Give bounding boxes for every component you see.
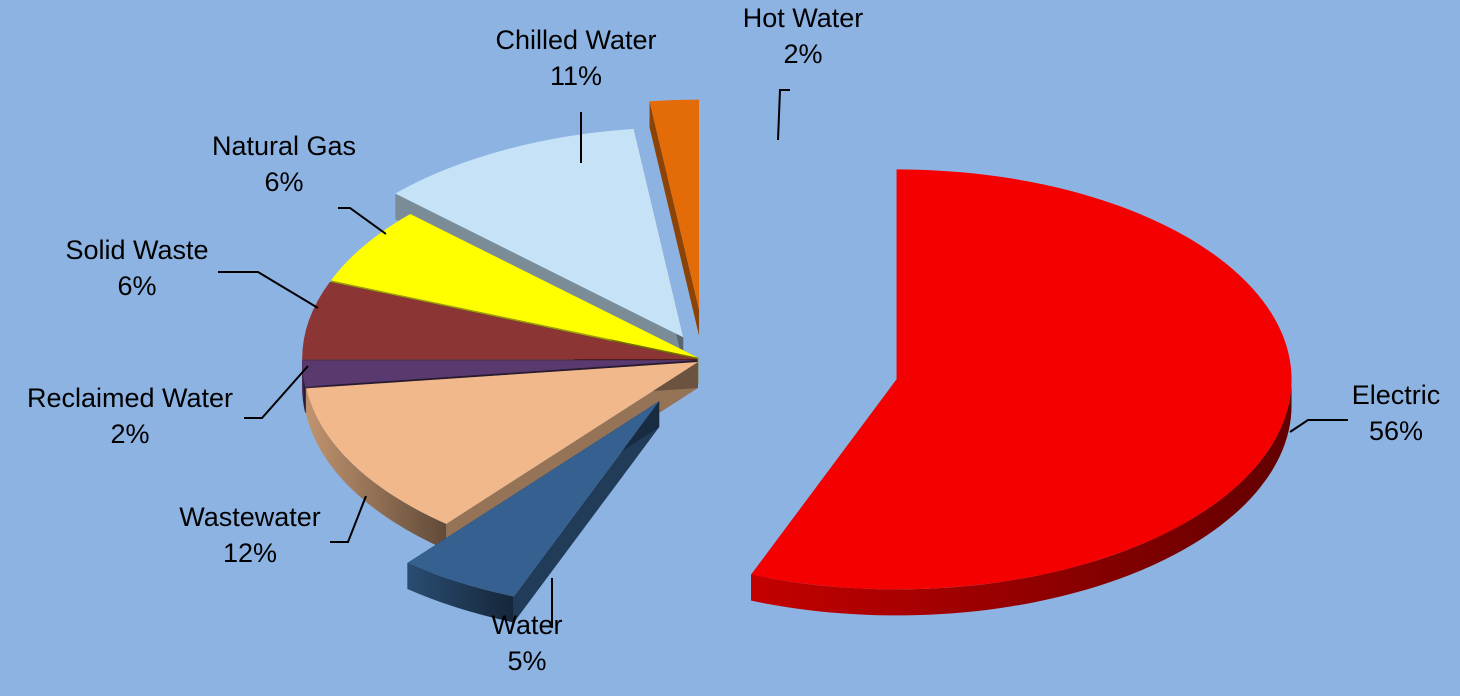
slice-top (302, 360, 698, 387)
slice-percent-solid-waste: 6% (117, 271, 156, 301)
slice-top (649, 99, 700, 310)
slice-percent-chilled-water: 11% (550, 61, 602, 91)
slice-top (407, 401, 660, 597)
leader-line-wastewater (330, 495, 367, 543)
slice-label-hot-water: Hot Water (743, 3, 864, 33)
slice-percent-wastewater: 12% (223, 538, 277, 568)
slice-side-wall (649, 101, 700, 336)
slice-percent-electric: 56% (1369, 416, 1423, 446)
leader-line-natural-gas (338, 207, 387, 235)
slice-label-electric: Electric (1352, 380, 1441, 410)
slice-label-natural-gas: Natural Gas (212, 131, 356, 161)
slice-percent-natural-gas: 6% (264, 167, 303, 197)
leader-line-reclaimed-water (244, 365, 309, 419)
slice-label-wastewater: Wastewater (179, 502, 321, 532)
slice-rim (407, 562, 514, 623)
slice-label-water: Water (491, 610, 562, 640)
slice-percent-reclaimed-water: 2% (110, 419, 149, 449)
slice-top (330, 213, 699, 358)
slice-rim (302, 360, 306, 413)
leader-line-electric (1289, 419, 1348, 433)
slice-top (395, 128, 684, 338)
slice-top (751, 169, 1292, 590)
slice-label-reclaimed-water: Reclaimed Water (27, 383, 233, 413)
slice-top (302, 281, 698, 360)
leader-line-hot-water (777, 89, 790, 141)
slice-rim (751, 379, 1292, 616)
slice-side-wall (513, 401, 660, 623)
slice-label-chilled-water: Chilled Water (495, 25, 656, 55)
pie-slice-water (407, 401, 660, 623)
slice-percent-hot-water: 2% (783, 39, 822, 69)
pie-slice-hot-water (649, 99, 700, 336)
pie-slice-electric (751, 169, 1292, 616)
slice-label-solid-waste: Solid Waste (65, 235, 208, 265)
slice-percent-water: 5% (507, 646, 546, 676)
slice-top (306, 362, 698, 524)
leader-line-solid-waste (218, 271, 319, 309)
slice-rim (306, 388, 447, 550)
